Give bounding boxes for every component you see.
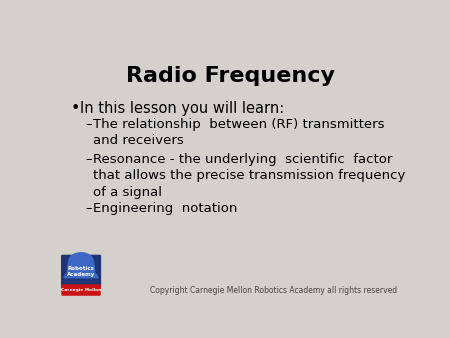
Text: –: – [86,118,92,130]
Polygon shape [67,261,95,275]
FancyBboxPatch shape [62,285,100,295]
Text: •: • [70,101,80,116]
Text: The relationship  between (RF) transmitters
and receivers: The relationship between (RF) transmitte… [94,118,385,147]
Text: –: – [86,153,92,166]
Text: Radio Frequency: Radio Frequency [126,66,335,86]
Polygon shape [64,275,98,278]
Text: Resonance - the underlying  scientific  factor
that allows the precise transmiss: Resonance - the underlying scientific fa… [94,153,406,199]
FancyBboxPatch shape [62,256,100,288]
Text: –: – [86,202,92,215]
Text: Carnegie Mellon: Carnegie Mellon [61,288,101,292]
Polygon shape [69,253,93,261]
Text: Copyright Carnegie Mellon Robotics Academy all rights reserved: Copyright Carnegie Mellon Robotics Acade… [150,286,397,295]
Text: Robotics
Academy: Robotics Academy [67,266,95,277]
Text: In this lesson you will learn:: In this lesson you will learn: [80,101,284,116]
Text: Engineering  notation: Engineering notation [94,202,238,215]
